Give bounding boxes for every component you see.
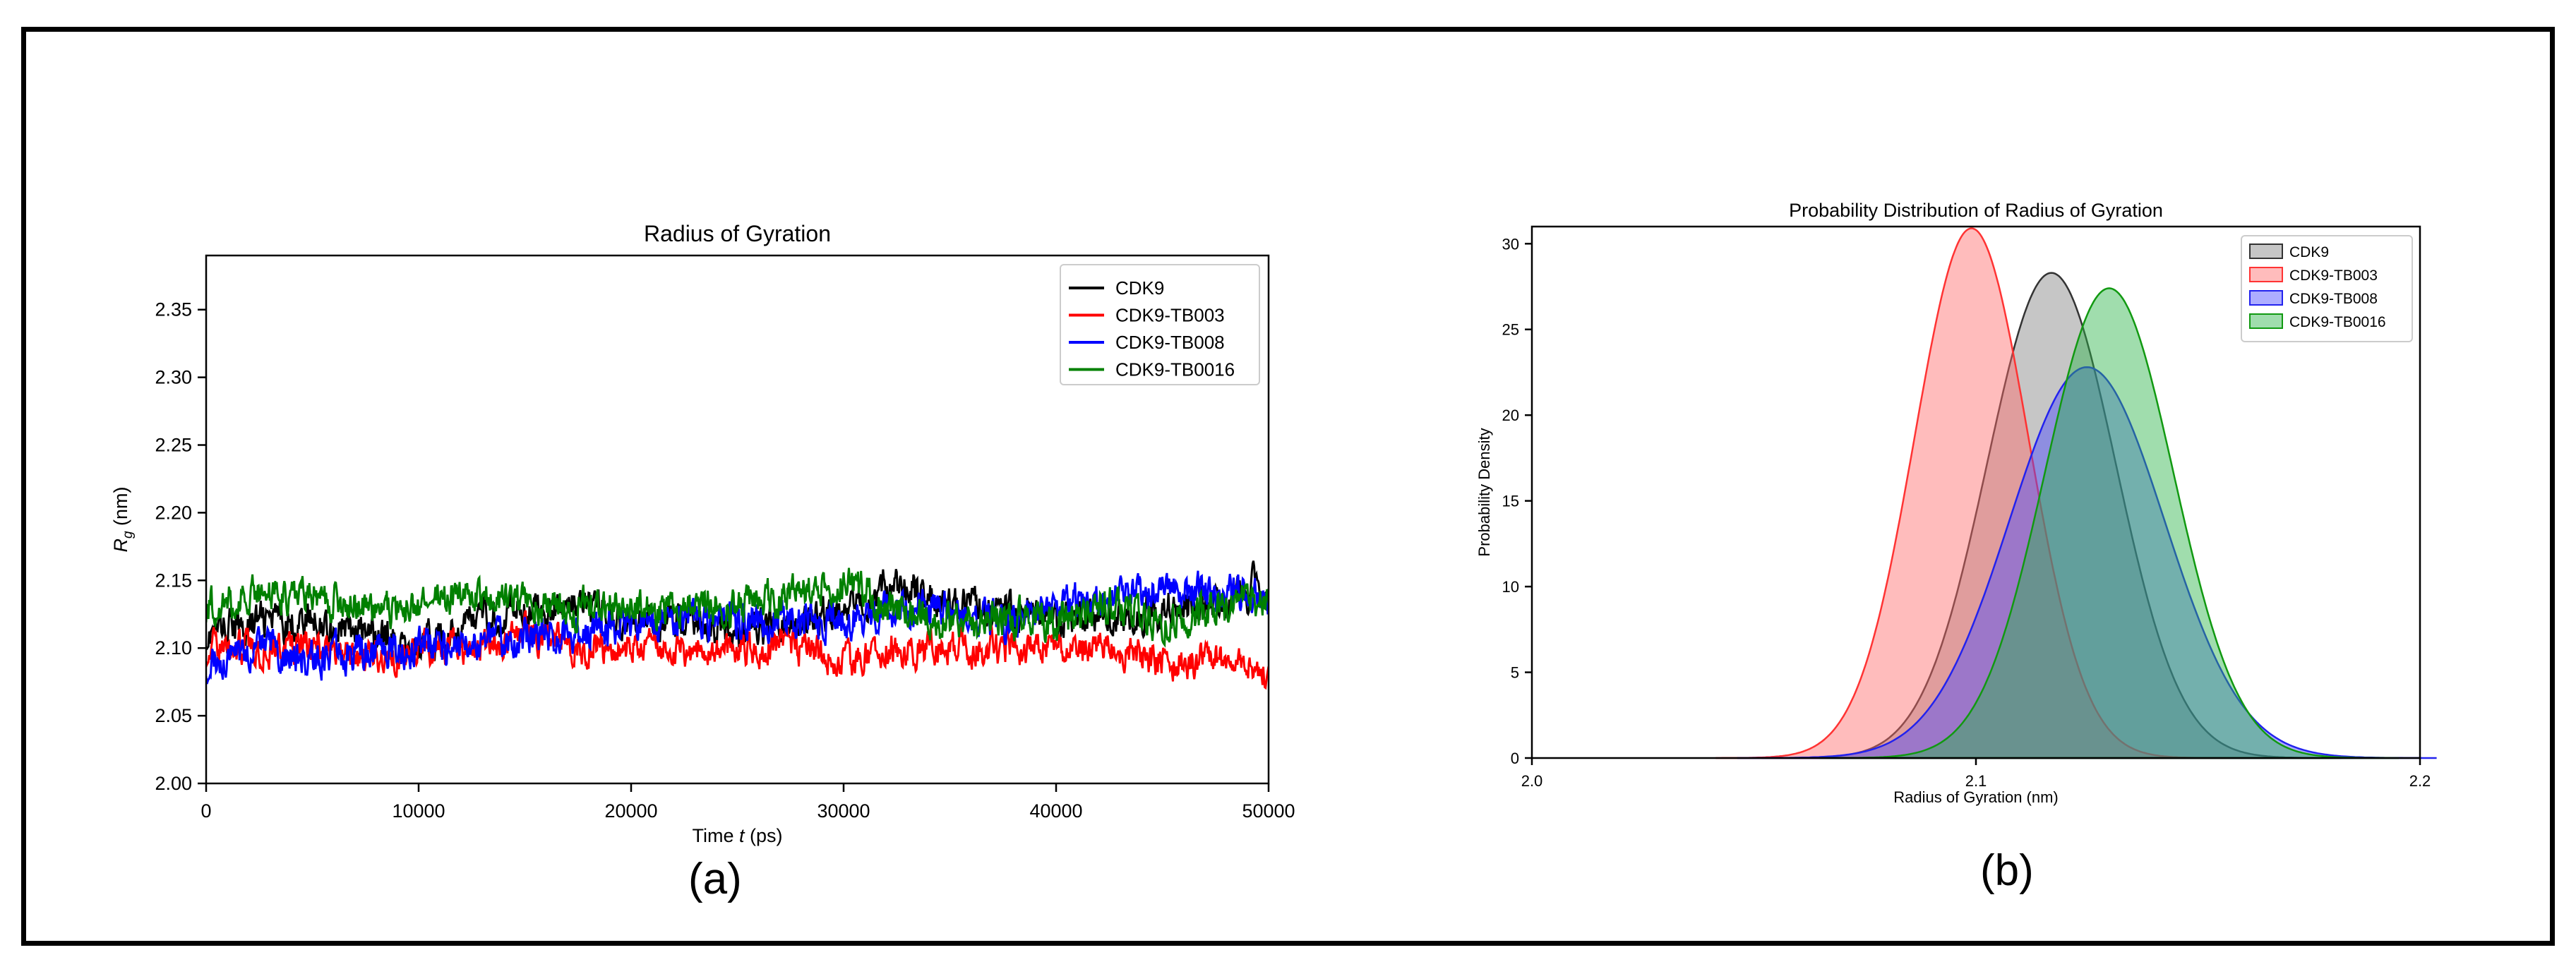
x-tick-label-a: 40000 bbox=[1029, 800, 1082, 822]
y-tick-label-b: 30 bbox=[1502, 235, 1519, 253]
legend-label-b-cdk9-tb0016: CDK9-TB0016 bbox=[2289, 314, 2386, 330]
series-line-cdk9-tb003 bbox=[206, 610, 1269, 690]
series-line-cdk9-tb008 bbox=[206, 570, 1269, 685]
caption-b: (b) bbox=[1980, 846, 2034, 895]
x-tick-label-a: 50000 bbox=[1242, 800, 1295, 822]
legend-label-b-cdk9-tb003: CDK9-TB003 bbox=[2289, 267, 2378, 284]
legend-swatch-b-cdk9 bbox=[2249, 244, 2283, 259]
series-line-cdk9-tb0016 bbox=[206, 567, 1269, 648]
x-tick-label-a: 0 bbox=[200, 800, 211, 822]
x-tick-label-b: 2.0 bbox=[1521, 772, 1543, 790]
y-axis-label-b: Probability Density bbox=[1475, 428, 1493, 556]
legend-label-cdk9-tb003: CDK9-TB003 bbox=[1115, 305, 1225, 326]
chart-title-b: Probability Distribution of Radius of Gy… bbox=[1789, 200, 2163, 221]
legend-swatch-b-cdk9-tb003 bbox=[2249, 267, 2283, 282]
x-tick-label-b: 2.1 bbox=[1965, 772, 1987, 790]
y-tick-label-a: 2.15 bbox=[155, 570, 192, 591]
legend-label-cdk9-tb0016: CDK9-TB0016 bbox=[1115, 359, 1235, 380]
x-tick-label-a: 30000 bbox=[817, 800, 870, 822]
x-tick-label-a: 20000 bbox=[604, 800, 657, 822]
y-tick-label-a: 2.25 bbox=[155, 435, 192, 456]
y-tick-label-b: 20 bbox=[1502, 407, 1519, 424]
legend-box-a bbox=[1060, 264, 1260, 385]
y-tick-label-a: 2.00 bbox=[155, 773, 192, 794]
legend-swatch-b-cdk9-tb0016 bbox=[2249, 313, 2283, 329]
x-axis-label-a: Time t (ps) bbox=[692, 825, 782, 846]
y-tick-label-a: 2.30 bbox=[155, 367, 192, 388]
plot-area-a bbox=[205, 254, 1270, 785]
y-tick-label-b: 25 bbox=[1502, 321, 1519, 339]
y-tick-label-a: 2.05 bbox=[155, 705, 192, 726]
legend-label-b-cdk9-tb008: CDK9-TB008 bbox=[2289, 291, 2378, 307]
y-tick-label-b: 10 bbox=[1502, 578, 1519, 596]
x-axis-label-b: Radius of Gyration (nm) bbox=[1893, 788, 2059, 806]
legend-label-cdk9-tb008: CDK9-TB008 bbox=[1115, 332, 1225, 353]
y-tick-label-a: 2.20 bbox=[155, 502, 192, 523]
density-area-cdk9-tb003 bbox=[1715, 227, 2227, 759]
legend-label-cdk9: CDK9 bbox=[1115, 277, 1164, 299]
x-tick-label-a: 10000 bbox=[392, 800, 445, 822]
figure-frame bbox=[21, 27, 2555, 946]
legend-label-b-cdk9: CDK9 bbox=[2289, 244, 2329, 260]
x-tick-label-b: 2.2 bbox=[2409, 772, 2431, 790]
density-area-cdk9-tb0016 bbox=[1819, 287, 2400, 759]
density-area-cdk9-tb008 bbox=[1737, 366, 2437, 759]
legend-box-b bbox=[2241, 235, 2413, 342]
y-tick-label-b: 0 bbox=[1511, 750, 1519, 767]
y-tick-label-a: 2.10 bbox=[155, 637, 192, 659]
y-axis-label-a: Rg (nm) bbox=[110, 486, 136, 552]
y-tick-label-b: 15 bbox=[1502, 493, 1519, 510]
y-tick-label-b: 5 bbox=[1511, 664, 1519, 682]
legend-swatch-b-cdk9-tb008 bbox=[2249, 290, 2283, 306]
y-tick-label-a: 2.35 bbox=[155, 299, 192, 320]
caption-a: (a) bbox=[688, 855, 742, 903]
chart-title-a: Radius of Gyration bbox=[644, 221, 831, 246]
